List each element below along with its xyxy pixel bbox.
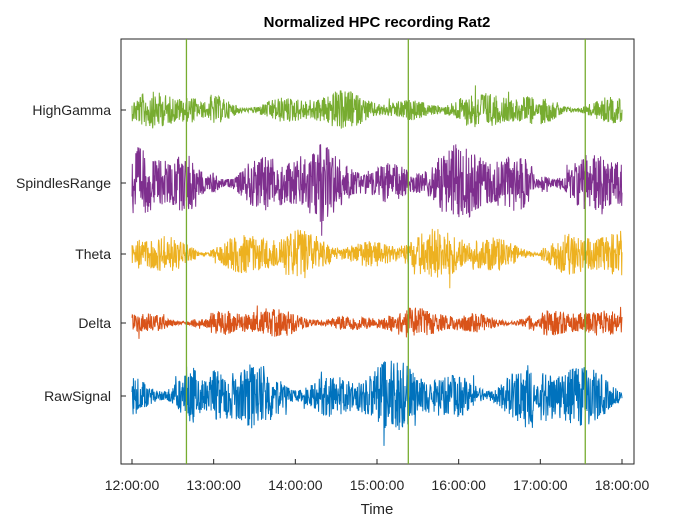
chart-title: Normalized HPC recording Rat2: [264, 14, 491, 31]
series-trace-Theta: [131, 228, 623, 289]
plot-area: [120, 38, 635, 465]
series-trace-Delta: [131, 305, 623, 339]
y-tick-label-Theta: Theta: [75, 246, 111, 262]
series-trace-SpindlesRange: [131, 144, 623, 236]
x-tick-label: 14:00:00: [268, 477, 323, 493]
y-tick-labels: HighGamma SpindlesRange Theta Delta RawSigna…: [16, 102, 126, 404]
x-tick-labels: 12:00:00 13:00:00 14:00:00 15:00:00 16:00:00…: [105, 459, 650, 493]
x-tick-label: 17:00:00: [513, 477, 568, 493]
y-tick-label-SpindlesRange: SpindlesRange: [16, 175, 111, 191]
x-tick-label: 16:00:00: [431, 477, 486, 493]
x-tick-label: 15:00:00: [350, 477, 405, 493]
y-tick-label-RawSignal: RawSignal: [44, 388, 111, 404]
x-tick-label: 18:00:00: [595, 477, 650, 493]
y-tick-label-Delta: Delta: [78, 315, 111, 331]
x-tick-label: 12:00:00: [105, 477, 160, 493]
series-trace-RawSignal: [131, 360, 623, 446]
x-tick-label: 13:00:00: [186, 477, 241, 493]
y-tick-label-HighGamma: HighGamma: [32, 102, 111, 118]
series-trace-HighGamma: [131, 85, 623, 129]
x-axis-label: Time: [361, 501, 394, 518]
